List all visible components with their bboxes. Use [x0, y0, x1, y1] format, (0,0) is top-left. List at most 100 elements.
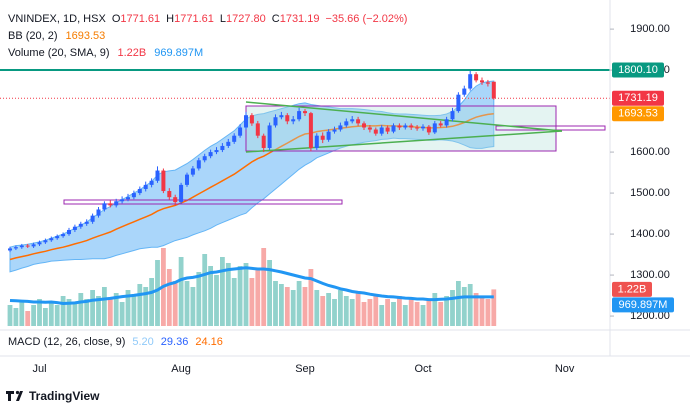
candle-body	[143, 184, 148, 189]
volume-bar	[60, 296, 66, 326]
candle-body	[161, 170, 166, 192]
candle-body	[90, 215, 95, 222]
volume-bar	[267, 260, 272, 326]
candle-body	[415, 127, 420, 129]
candle-body	[37, 242, 42, 245]
candle-body	[220, 145, 225, 151]
candle-body	[114, 201, 119, 206]
candle-body	[55, 236, 60, 239]
x-tick-label: Oct	[414, 363, 431, 375]
volume-bar	[302, 287, 308, 326]
candle-body	[108, 203, 113, 206]
volume-bar	[84, 299, 90, 326]
volume-bar	[402, 305, 408, 326]
volume-bar	[290, 290, 296, 326]
volume-bar	[7, 305, 13, 326]
candle-body	[432, 123, 437, 133]
candle-body	[185, 174, 189, 185]
volume-bar	[237, 266, 243, 326]
candle-body	[155, 170, 160, 181]
ohlc-value: 1771.61	[174, 13, 214, 25]
candle-body	[367, 127, 372, 130]
ohlc-prefix: C	[272, 13, 280, 25]
x-tick-label: Jul	[32, 363, 46, 375]
candle-body	[426, 126, 431, 133]
ohlc-prefix: O	[112, 13, 121, 25]
volume-bar	[131, 296, 137, 326]
volume-bar	[255, 269, 261, 326]
volume-bar	[184, 281, 190, 326]
volume-bar	[479, 296, 485, 326]
volume-bar	[231, 278, 237, 326]
candle-body	[338, 125, 343, 130]
volume-bar	[196, 272, 202, 326]
volume-bar	[149, 278, 154, 326]
candle-body	[491, 81, 496, 99]
volume-bar	[19, 302, 25, 326]
candle-body	[261, 135, 266, 148]
volume-bar	[426, 299, 432, 326]
candle-body	[84, 221, 89, 224]
volume-bar	[243, 263, 249, 326]
candle-body	[362, 123, 366, 128]
volume-bar	[326, 293, 331, 326]
candle-body	[208, 152, 213, 157]
volume-bar	[54, 305, 60, 326]
candle-body	[72, 226, 77, 230]
volume-bar	[72, 302, 78, 326]
volume-bar	[397, 296, 402, 326]
volume-bar	[78, 293, 84, 326]
volume-bar	[314, 290, 320, 326]
bb-tag-bg	[612, 106, 664, 122]
volume-bar	[225, 263, 231, 326]
ohlc-value: 1727.80	[226, 13, 266, 25]
y-tick-label: 1600.00	[630, 146, 670, 158]
volume-bar	[31, 305, 36, 326]
candle-body	[244, 115, 248, 128]
candle-body	[249, 115, 254, 124]
candle-body	[350, 119, 355, 122]
volume-bar	[420, 305, 426, 326]
candle-body	[332, 129, 337, 132]
volume-bar	[485, 299, 491, 326]
candle-body	[61, 234, 66, 237]
status-line: VNINDEX, 1D, HSX O1771.61 H1771.61 L1727.80…	[8, 13, 407, 25]
volume-bar	[107, 299, 113, 326]
macd-name: MACD (12, 26, close, 9)	[8, 336, 125, 348]
volume-bar	[43, 308, 48, 326]
x-tick-label: Sep	[295, 363, 315, 375]
trend-line	[245, 101, 563, 132]
volume-bar	[48, 302, 54, 326]
macd-value: 5.20	[132, 336, 153, 348]
brand-logo-dot	[15, 390, 20, 395]
candle-body	[232, 135, 237, 142]
range-box	[245, 105, 557, 152]
candle-body	[421, 126, 425, 129]
volume-bar	[125, 290, 131, 326]
candle-body	[102, 203, 107, 210]
candle-body	[19, 245, 24, 248]
volume-bar	[261, 248, 267, 326]
x-tick-label: Nov	[555, 363, 575, 375]
volume-bar	[408, 299, 414, 326]
macd-value: 29.36	[161, 336, 189, 348]
volume-tag-bg	[612, 281, 652, 297]
volume-bar	[284, 287, 290, 326]
candle-body	[226, 141, 231, 146]
bb-name: BB (20, 2)	[8, 30, 58, 42]
candle-body	[285, 115, 290, 122]
volume-bar	[166, 269, 172, 326]
volume-bar	[279, 284, 284, 326]
candle-body	[137, 188, 142, 194]
volume-tag: 1.22B	[618, 283, 647, 295]
volume-bar	[385, 299, 390, 326]
volume-bar	[273, 281, 278, 326]
volume-bar	[432, 293, 438, 326]
candle-body	[255, 123, 260, 136]
candle-body	[202, 156, 207, 161]
candle-body	[385, 127, 390, 132]
candle-body	[173, 197, 178, 203]
candle-body	[131, 193, 136, 198]
candle-body	[397, 125, 402, 128]
